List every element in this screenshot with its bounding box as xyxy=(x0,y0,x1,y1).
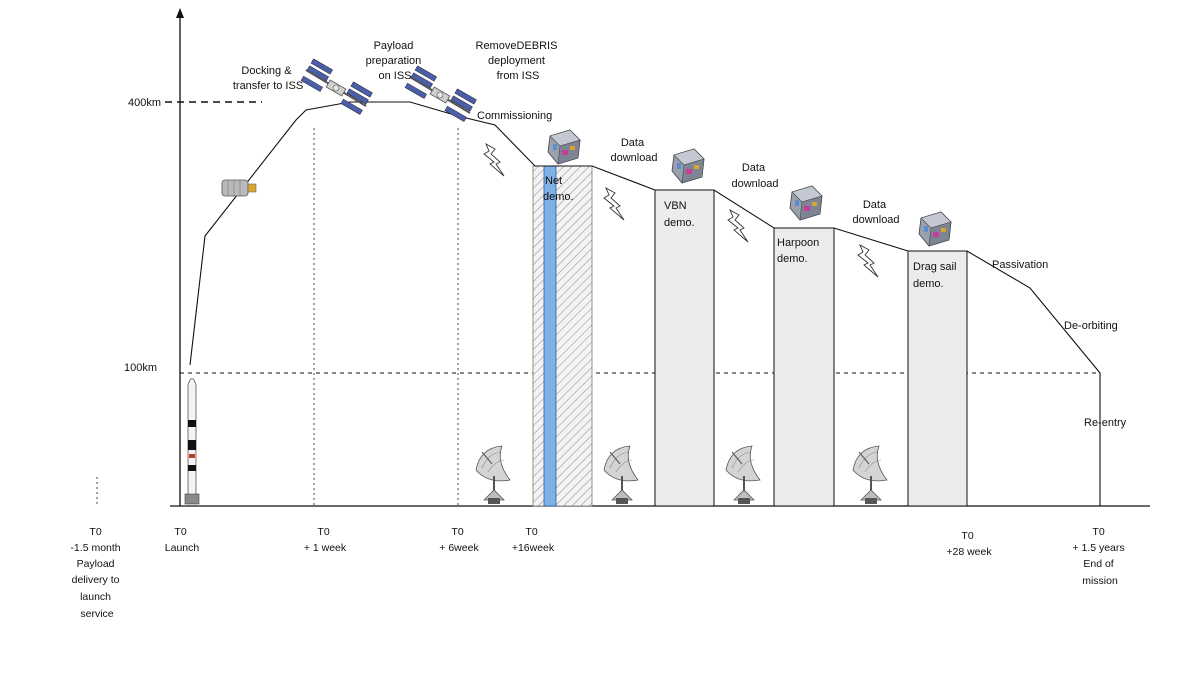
label-deployment: RemoveDEBRIS deployment from ISS xyxy=(476,40,561,82)
rocket-icon xyxy=(184,378,200,505)
lightning-icon xyxy=(483,143,505,177)
time-label-week6: T0 + 6week xyxy=(439,526,479,554)
harpoon-demo-box xyxy=(773,227,835,507)
time-label-launch: T0 Launch xyxy=(165,526,200,554)
spacecraft-icon xyxy=(918,211,952,247)
ground-station-dish-icon xyxy=(725,445,761,505)
label-data-download: Data download xyxy=(610,137,657,164)
label-net-demo: Net demo. xyxy=(543,175,574,203)
label-passivation: Passivation xyxy=(992,259,1048,271)
net-demo-box xyxy=(532,165,593,507)
cargo-vehicle-icon xyxy=(221,179,257,197)
lightning-icon xyxy=(857,244,879,278)
time-label-t-minus: T0 -1.5 month Payload delivery to launch… xyxy=(70,526,123,620)
mission-trajectory xyxy=(189,101,1101,506)
altitude-label-100km: 100km xyxy=(124,362,157,374)
label-docking: Docking & transfer to ISS xyxy=(233,65,303,92)
label-re-entry: Re-entry xyxy=(1084,417,1127,429)
ground-station-dish-icon xyxy=(852,445,888,505)
spacecraft-icon xyxy=(547,129,581,165)
label-de-orbiting: De-orbiting xyxy=(1064,320,1118,332)
label-vbn-demo: VBN demo. xyxy=(664,200,695,229)
ground-station-dish-icon xyxy=(475,445,511,505)
lightning-icon xyxy=(603,187,625,221)
time-label-week1: T0 + 1 week xyxy=(304,526,347,554)
label-data-download: Data download xyxy=(731,162,778,190)
label-commissioning: Commissioning xyxy=(477,110,552,122)
altitude-axis-arrow xyxy=(176,8,184,18)
iss-icon xyxy=(300,57,374,116)
time-label-end: T0 + 1.5 years End of mission xyxy=(1072,526,1127,587)
iss-icon xyxy=(404,64,478,123)
net-demo-stripe xyxy=(543,165,557,507)
label-payload-preparation: Payload preparation on ISS xyxy=(366,40,425,82)
altitude-label-400km: 400km xyxy=(128,97,161,109)
spacecraft-icon xyxy=(671,148,705,184)
drag-sail-demo-box xyxy=(907,250,968,507)
label-harpoon-demo: Harpoon demo. xyxy=(777,237,822,265)
vbn-demo-box xyxy=(654,189,715,507)
label-drag-sail-demo: Drag sail demo. xyxy=(913,261,959,290)
label-data-download: Data download xyxy=(852,199,899,226)
lightning-icon xyxy=(727,209,749,243)
spacecraft-icon xyxy=(789,185,823,221)
ground-station-dish-icon xyxy=(603,445,639,505)
time-label-week16: T0 +16week xyxy=(512,526,555,554)
time-label-week28: T0 +28 week xyxy=(946,530,992,558)
